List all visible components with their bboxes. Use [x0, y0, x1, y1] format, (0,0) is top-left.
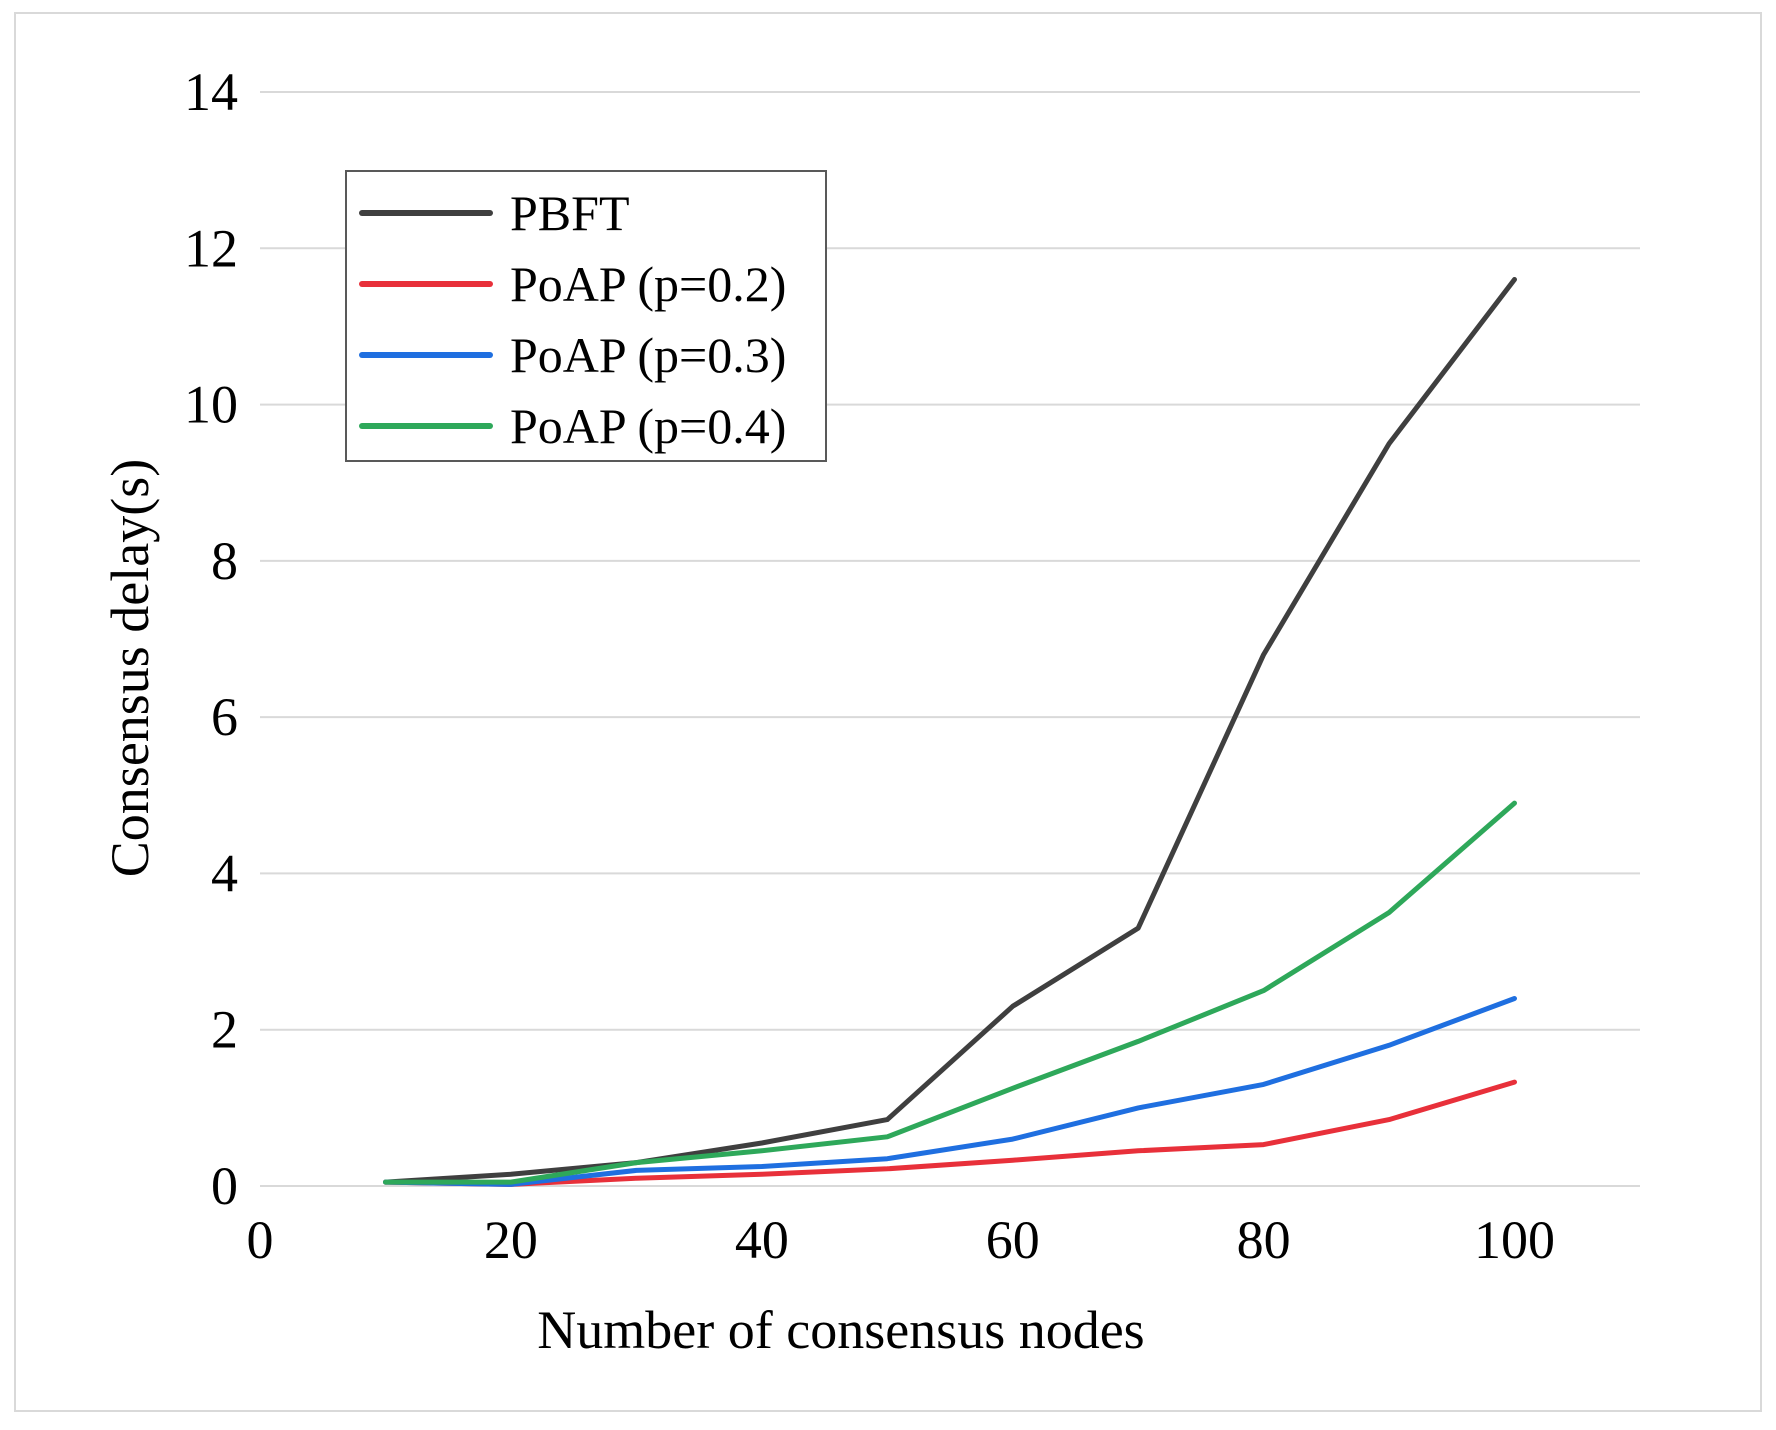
x-tick-label: 0	[247, 1210, 274, 1270]
line-chart: 0 20 40 60 80 100 0 2 4 6 8 10 12 14 Number of conse…	[100, 62, 1640, 1360]
legend-label-2: PoAP (p=0.3)	[510, 327, 786, 383]
x-tick-label: 80	[1237, 1210, 1291, 1270]
y-axis-ticks: 0 2 4 6 8 10 12 14	[184, 62, 238, 1216]
legend-label-0: PBFT	[510, 185, 630, 241]
legend-items: PBFT PoAP (p=0.2) PoAP (p=0.3) PoAP (p=0.4)	[359, 185, 786, 454]
legend-box	[345, 170, 827, 462]
y-tick-label: 10	[184, 375, 238, 435]
y-tick-label: 0	[211, 1156, 238, 1216]
legend-label-1: PoAP (p=0.2)	[510, 256, 786, 312]
y-tick-label: 14	[184, 62, 238, 122]
series-lines	[383, 277, 1517, 1187]
legend: PBFT PoAP (p=0.2) PoAP (p=0.3) PoAP (p=0.4)	[345, 170, 827, 462]
series-line-2	[383, 996, 1517, 1187]
x-axis-ticks: 0 20 40 60 80 100	[247, 1210, 1556, 1270]
x-tick-label: 60	[986, 1210, 1040, 1270]
x-axis-title: Number of consensus nodes	[537, 1300, 1144, 1360]
x-tick-label: 40	[735, 1210, 789, 1270]
series-line-3	[383, 800, 1517, 1185]
legend-label-3: PoAP (p=0.4)	[510, 398, 786, 454]
x-tick-label: 100	[1474, 1210, 1555, 1270]
chart-frame: 0 20 40 60 80 100 0 2 4 6 8 10 12 14 Number of conse…	[14, 12, 1762, 1412]
series-line-1	[383, 1079, 1517, 1187]
x-tick-label: 20	[484, 1210, 538, 1270]
y-axis-title: Consensus delay(s)	[100, 459, 160, 877]
y-tick-label: 6	[211, 687, 238, 747]
series-line-0	[383, 277, 1517, 1185]
y-tick-label: 12	[184, 218, 238, 278]
y-tick-label: 4	[211, 843, 238, 903]
y-tick-label: 2	[211, 1000, 238, 1060]
y-tick-label: 8	[211, 531, 238, 591]
